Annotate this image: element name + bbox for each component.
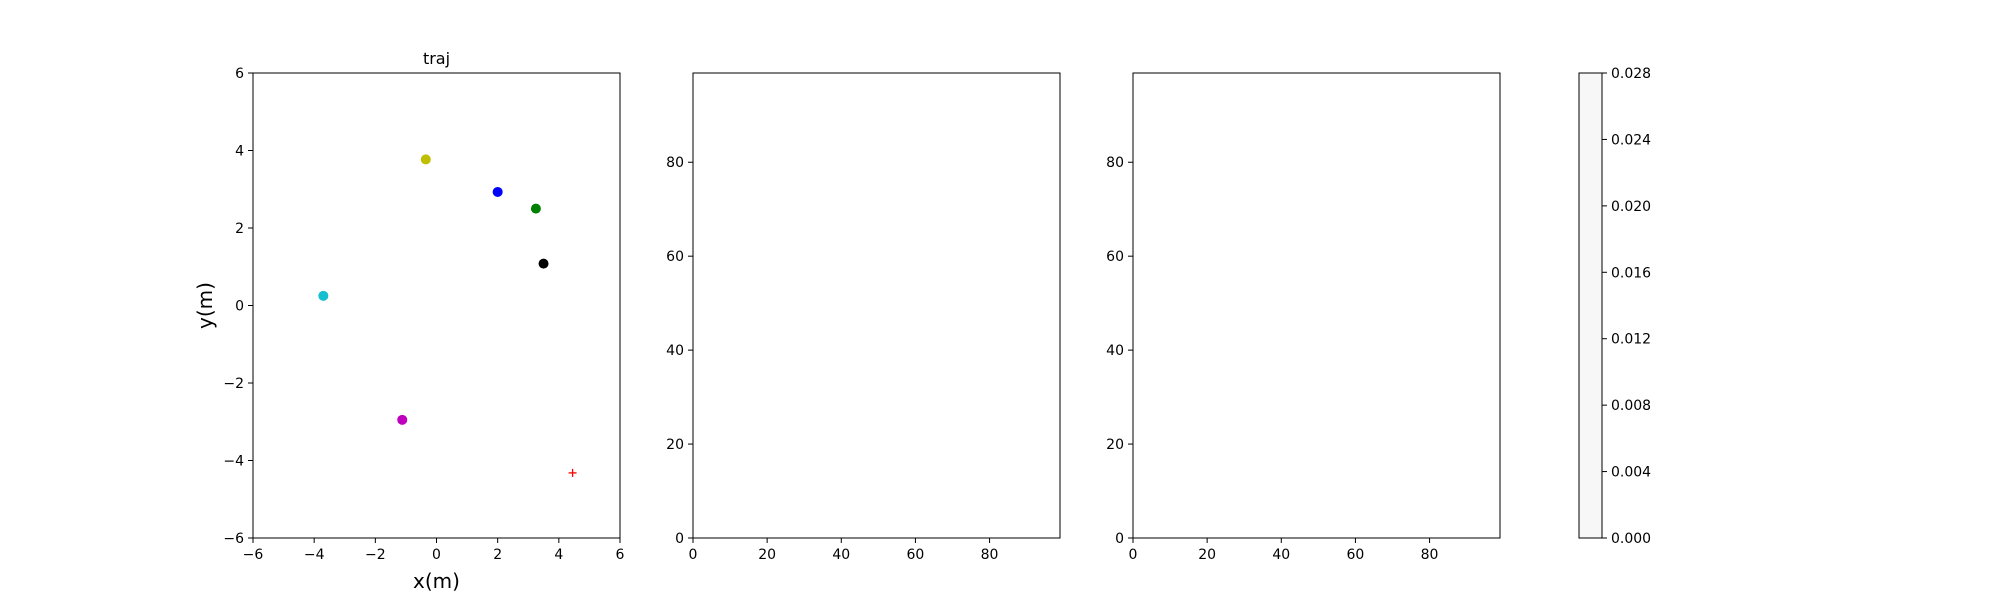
traj-ytick-label: 6: [235, 66, 244, 82]
traj-ytick-label: −4: [223, 454, 244, 470]
map2-xtick-label: 0: [1129, 547, 1138, 563]
map2-ytick-label: 40: [1106, 343, 1124, 359]
traj-ytick-label: 0: [235, 299, 244, 315]
traj-marker-plus: [568, 468, 577, 477]
map1-frame: [692, 72, 1061, 539]
traj-xtick-label: −2: [365, 547, 386, 563]
map1-xtick-label: 40: [832, 547, 850, 563]
traj-point: [530, 203, 541, 214]
traj-point: [397, 414, 408, 425]
map2-xtick-label: 40: [1272, 547, 1290, 563]
map2-xtick-label: 60: [1347, 547, 1365, 563]
colorbar-tick-label: 0.024: [1611, 132, 1651, 148]
traj-xtick-label: 4: [554, 547, 563, 563]
traj-xtick-label: −4: [304, 547, 325, 563]
colorbar-tick-label: 0.004: [1611, 465, 1651, 481]
traj-xtick-label: 6: [616, 547, 625, 563]
colorbar: 0.000 0.004 0.008 0.012 0.016 0.020 0.024 0.028: [1578, 66, 1651, 547]
traj-frame: [252, 72, 621, 539]
colorbar-tick-label: 0.008: [1611, 398, 1651, 414]
colorbar-tick-label: 0.028: [1611, 66, 1651, 82]
traj-point: [492, 186, 503, 197]
map1-ytick-label: 60: [666, 249, 684, 265]
colorbar-tick-label: 0.000: [1611, 531, 1651, 547]
colorbar-tick-label: 0.020: [1611, 199, 1651, 215]
traj-xtick-label: 2: [493, 547, 502, 563]
map1-xtick-label: 0: [689, 547, 698, 563]
colorbar-bar: [1578, 72, 1603, 539]
map2-xtick-label: 20: [1198, 547, 1216, 563]
traj-ytick-label: 2: [235, 221, 244, 237]
traj-point: [538, 258, 549, 269]
colorbar-tick-label: 0.012: [1611, 332, 1651, 348]
map2-ytick-label: 80: [1106, 155, 1124, 171]
traj-x-axis-label: x(m): [413, 569, 460, 593]
map-plot-2: 0 20 40 60 80 0 20 40 60 80: [1106, 72, 1501, 563]
map1-ytick-label: 0: [675, 531, 684, 547]
traj-xtick-label: 0: [432, 547, 441, 563]
map1-ytick-label: 80: [666, 155, 684, 171]
map2-ytick-label: 20: [1106, 437, 1124, 453]
trajectory-plot: −6 −4 −2 0 2 4 6 −6 −4 −2 0 2 4 6 traj x(m) y(m): [193, 49, 625, 593]
traj-ytick-label: −6: [223, 531, 244, 547]
traj-xtick-label: −6: [243, 547, 264, 563]
map1-xtick-label: 80: [981, 547, 999, 563]
map2-xtick-label: 80: [1421, 547, 1439, 563]
traj-point: [420, 154, 431, 165]
traj-ytick-label: 4: [235, 144, 244, 160]
traj-ytick-label: −2: [223, 376, 244, 392]
map1-xtick-label: 60: [907, 547, 925, 563]
map1-ytick-label: 20: [666, 437, 684, 453]
map1-xtick-label: 20: [758, 547, 776, 563]
map2-ytick-label: 60: [1106, 249, 1124, 265]
map1-ytick-label: 40: [666, 343, 684, 359]
map2-frame: [1132, 72, 1501, 539]
traj-title: traj: [423, 49, 450, 68]
traj-point: [318, 290, 329, 301]
traj-y-axis-label: y(m): [193, 282, 217, 329]
colorbar-tick-label: 0.016: [1611, 265, 1651, 281]
map-plot-1: 0 20 40 60 80 0 20 40 60 80: [666, 72, 1061, 563]
map2-ytick-label: 0: [1115, 531, 1124, 547]
